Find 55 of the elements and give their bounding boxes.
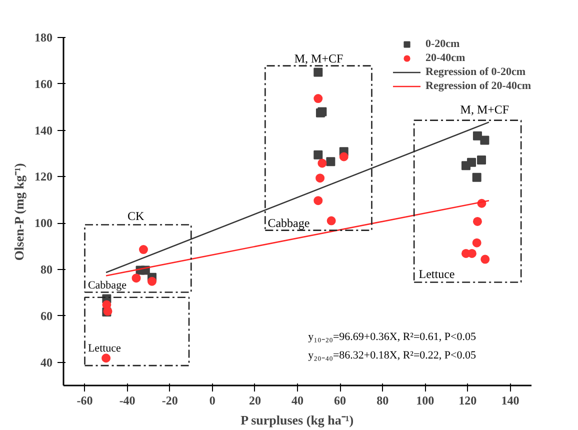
y-tick-label: 120 — [34, 170, 52, 184]
x-tick-label: 140 — [501, 394, 520, 408]
x-tick-label: 40 — [292, 394, 304, 408]
y-tick-label: 160 — [34, 76, 52, 91]
point — [472, 131, 482, 140]
x-tick-label: -40 — [119, 394, 136, 408]
x-tick-label: 100 — [416, 394, 434, 408]
y-tick-label: 180 — [34, 30, 52, 44]
legend-label: Regression of 20-40cm — [426, 79, 531, 93]
point — [339, 152, 348, 162]
point — [318, 158, 327, 168]
point — [147, 276, 156, 286]
y-tick-label: 80 — [40, 262, 52, 276]
point — [314, 94, 323, 104]
legend-label: 0-20cm — [426, 37, 460, 51]
point — [461, 161, 470, 170]
annotation: Lettuce — [88, 342, 122, 354]
point — [326, 216, 336, 226]
annotation: y₁₀₋₂₀=96.69+0.36X, R²=0.61, P<0.05 — [308, 330, 476, 343]
legend-label: 20-40cm — [426, 51, 466, 65]
x-tick-label: 120 — [458, 394, 477, 408]
annotation: Cabbage — [268, 216, 310, 230]
x-axis-title: P surpluses (kg ha⁻¹) — [240, 412, 354, 428]
y-tick-label: 60 — [40, 308, 52, 323]
point — [314, 196, 323, 206]
y-tick-label: 100 — [34, 216, 52, 230]
point — [477, 155, 486, 164]
point — [132, 274, 141, 283]
point — [472, 238, 482, 248]
x-tick-label: 80 — [376, 394, 389, 408]
point — [326, 157, 336, 166]
legend-label: Regression of 0-20cm — [426, 65, 526, 79]
point — [316, 174, 325, 183]
point — [480, 254, 490, 264]
x-tick-label: -20 — [162, 394, 178, 408]
point — [472, 172, 482, 182]
annotation: Lettuce — [418, 267, 455, 282]
annotation: y₂₀₋₄₀=86.32+0.18X, R²=0.22, P<0.05 — [308, 349, 476, 362]
x-tick-label: -60 — [76, 394, 93, 408]
point — [314, 150, 323, 160]
x-tick-label: 60 — [334, 394, 346, 408]
point — [138, 245, 148, 254]
annotation: CK — [127, 209, 144, 224]
point — [472, 216, 482, 226]
point — [480, 136, 490, 145]
x-tick-label: 20 — [248, 394, 261, 408]
point — [102, 354, 111, 363]
annotation: Cabbage — [88, 280, 127, 292]
annotation: M, M+CF — [460, 102, 510, 116]
y-axis-title: Olsen-P (mg kg⁻¹) — [12, 163, 26, 261]
annotation: M, M+CF — [294, 51, 344, 66]
x-tick-label: 0 — [209, 394, 216, 408]
y-tick-label: 40 — [40, 355, 52, 370]
y-tick-label: 140 — [34, 123, 52, 138]
point — [314, 68, 323, 77]
